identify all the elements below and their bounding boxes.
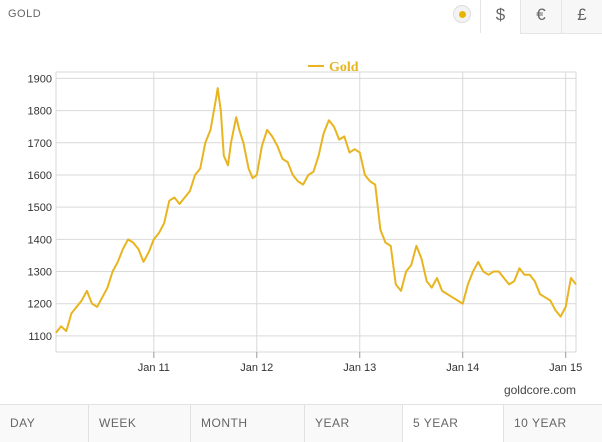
- y-tick-label: 1500: [28, 202, 52, 214]
- tab-week[interactable]: WEEK: [89, 405, 191, 442]
- series-line: [55, 87, 577, 334]
- y-tick-label: 1800: [28, 106, 52, 118]
- tab-10-year[interactable]: 10 YEAR: [504, 405, 602, 442]
- series-gold: [55, 87, 577, 334]
- legend-label: Gold: [329, 60, 359, 75]
- y-tick-label: 1600: [28, 170, 52, 182]
- y-tick-label: 1400: [28, 234, 52, 246]
- x-tick-label: Jan 14: [446, 362, 479, 374]
- currency-gbp-button[interactable]: £: [561, 0, 602, 33]
- gold-dot-icon[interactable]: [453, 5, 471, 23]
- brand-credit: goldcore.com: [503, 383, 576, 397]
- gold-price-chart: 1100 1200 1300 1400 1500 1600 1700 1800 1900 Jan…: [28, 60, 583, 374]
- tab-month[interactable]: MONTH: [191, 405, 305, 442]
- tab-day[interactable]: DAY: [0, 405, 89, 442]
- y-tick-label: 1200: [28, 299, 52, 311]
- currency-usd-button[interactable]: $: [480, 0, 520, 33]
- plot-frame: [55, 71, 577, 353]
- y-tick-label: 1700: [28, 138, 52, 150]
- currency-eur-button[interactable]: €: [520, 0, 561, 33]
- x-axis-labels: Jan 11 Jan 12 Jan 13 Jan 14 Jan 15: [138, 362, 583, 374]
- x-tick-label: Jan 13: [343, 362, 376, 374]
- page-title: GOLD: [8, 8, 42, 20]
- y-tick-label: 1100: [28, 331, 52, 343]
- currency-divider: [520, 33, 602, 34]
- x-tick-label: Jan 15: [549, 362, 582, 374]
- chart-legend[interactable]: Gold: [308, 60, 359, 75]
- x-tick-label: Jan 11: [138, 362, 170, 374]
- y-tick-label: 1300: [28, 267, 52, 279]
- y-tick-label: 1900: [28, 73, 52, 85]
- x-tick-label: Jan 12: [240, 362, 273, 374]
- top-bar: GOLD $ € £: [0, 0, 602, 34]
- tab-5-year[interactable]: 5 YEAR: [403, 405, 504, 442]
- tab-year[interactable]: YEAR: [305, 405, 403, 442]
- chart-grid: [55, 71, 577, 358]
- period-tabs: DAY WEEK MONTH YEAR 5 YEAR 10 YEAR: [0, 404, 602, 442]
- y-axis-labels: 1100 1200 1300 1400 1500 1600 1700 1800 1900: [28, 73, 52, 342]
